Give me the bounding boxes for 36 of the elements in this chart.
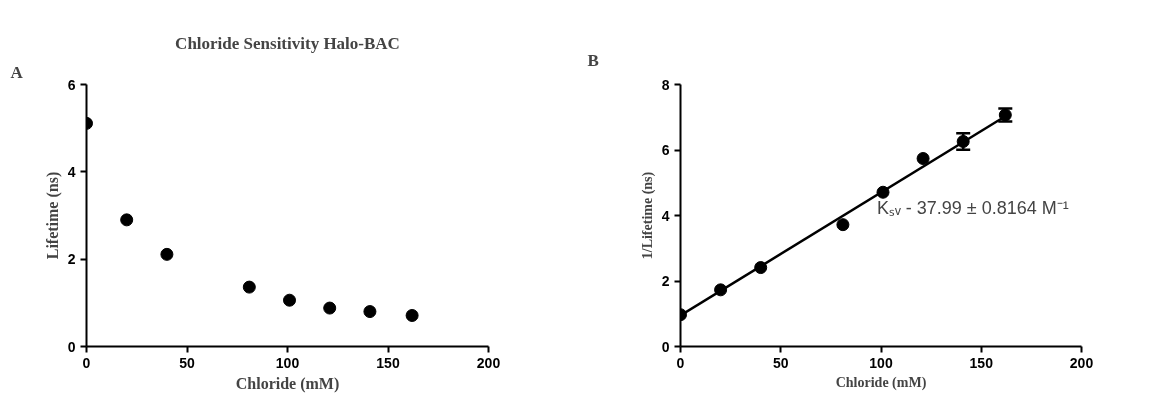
point [405, 309, 419, 322]
x-axis-title: Chloride (mM) [235, 374, 340, 393]
annotation: Kₛᵥ - 37.99 ± 0.8164 M⁻¹ [876, 198, 1069, 219]
y-tick-label: 0 [67, 338, 76, 355]
y-tick-label: 4 [661, 207, 670, 224]
point [242, 280, 256, 294]
x-tick-label: 200 [476, 354, 501, 371]
text: B [587, 50, 599, 70]
y-tick-label: 8 [661, 76, 670, 93]
x-tick-label: 50 [179, 354, 195, 371]
x-axis-title: Chloride (mM) [835, 374, 927, 391]
x-tick-label: 150 [969, 354, 994, 371]
point [120, 213, 134, 227]
point [283, 293, 297, 307]
y-tick-label: 6 [661, 142, 670, 158]
y-tick-label: 4 [67, 163, 76, 180]
x-tick-label: 100 [869, 354, 893, 371]
x-tick-label: 150 [376, 354, 400, 371]
point [363, 305, 377, 319]
point [160, 247, 174, 261]
y-tick-label: 2 [67, 251, 76, 268]
x-tick-label: 100 [275, 354, 300, 371]
chart-title: Chloride Sensitivity Halo-BAC [175, 33, 400, 53]
x-tick-label: 50 [772, 354, 789, 371]
point [323, 301, 337, 315]
y-tick-label: 2 [661, 273, 670, 289]
point [916, 152, 930, 165]
y-axis-title: Lifetime (ns) [43, 171, 62, 260]
x-tick-label: 0 [676, 354, 685, 371]
y-axis-title: 1/Lifetime (ns) [639, 171, 656, 260]
y-tick-label: 6 [67, 76, 76, 93]
x-tick-label: 200 [1069, 354, 1094, 371]
point [836, 218, 850, 232]
x-tick-label: 0 [82, 354, 91, 371]
text: A [10, 62, 24, 82]
y-tick-label: 0 [661, 338, 670, 355]
